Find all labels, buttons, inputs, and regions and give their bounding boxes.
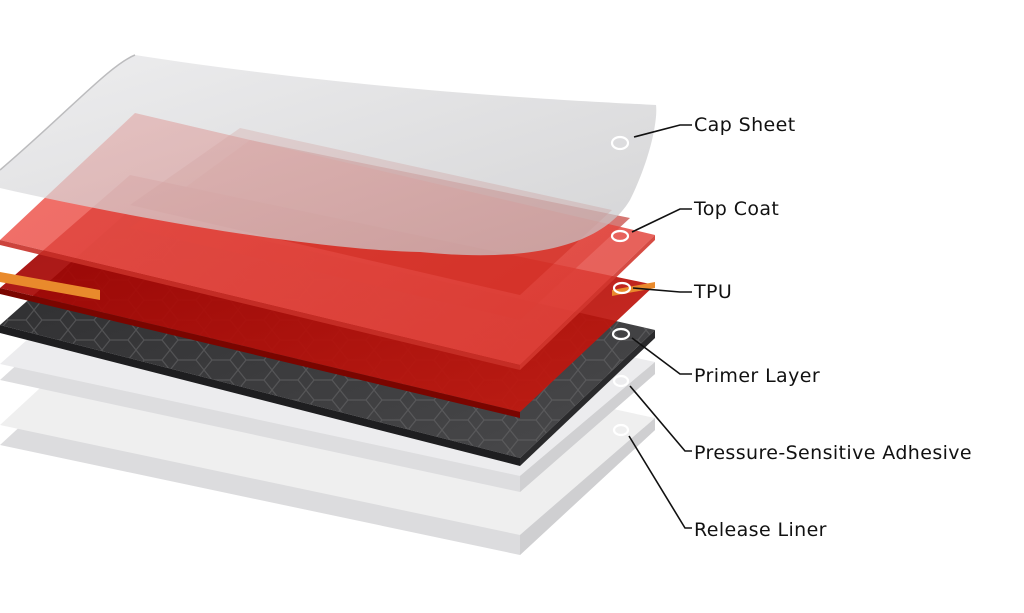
primer-marker <box>611 327 631 341</box>
cap-sheet <box>0 54 657 256</box>
label-primer-layer: Primer Layer <box>694 365 820 387</box>
label-cap-sheet: Cap Sheet <box>694 114 796 136</box>
layer-markers <box>610 135 632 437</box>
layer-labels: Cap Sheet Top Coat TPU Primer Layer Pres… <box>693 114 972 541</box>
release-liner-leader <box>628 435 692 529</box>
primer-leader <box>631 337 692 375</box>
tpu-marker <box>612 281 632 295</box>
release-liner-marker <box>612 423 630 437</box>
label-pressure-sensitive-adhesive: Pressure-Sensitive Adhesive <box>694 442 972 464</box>
cap-sheet-leader <box>633 124 692 138</box>
tpu-leader <box>632 287 692 293</box>
adhesive-leader <box>629 385 692 452</box>
label-top-coat: Top Coat <box>693 198 779 220</box>
label-tpu: TPU <box>693 281 732 303</box>
top-coat-marker <box>610 229 630 243</box>
leader-lines <box>628 124 692 529</box>
adhesive-marker <box>612 374 630 388</box>
cap-sheet-marker <box>610 135 630 151</box>
label-release-liner: Release Liner <box>694 519 827 541</box>
top-coat-leader <box>631 208 692 233</box>
